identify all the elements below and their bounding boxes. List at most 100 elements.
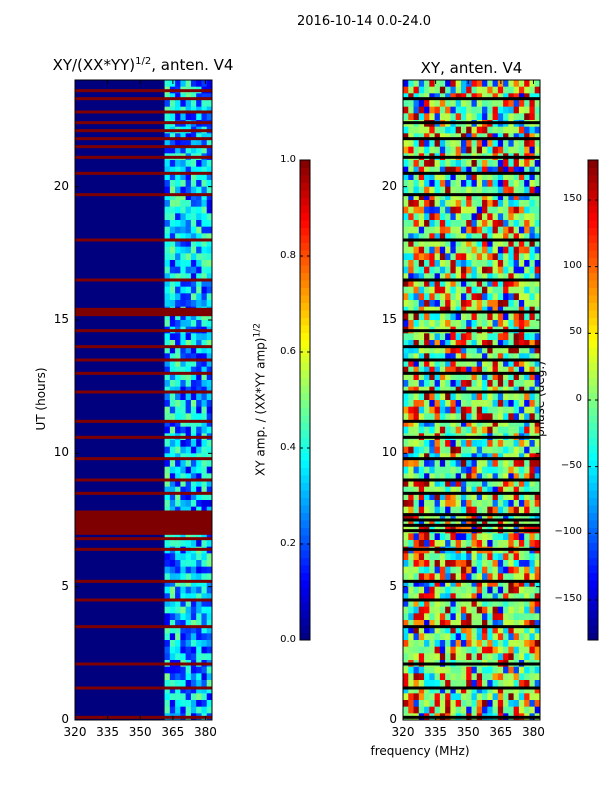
heatmap-cell xyxy=(534,173,541,181)
heatmap-cell xyxy=(482,540,488,547)
heatmap-cell xyxy=(190,100,197,107)
heatmap-cell xyxy=(190,220,197,227)
heatmap-cell xyxy=(450,626,456,634)
heatmap-cell xyxy=(185,533,192,541)
heatmap-cell xyxy=(466,700,472,707)
heatmap-cell xyxy=(434,573,441,581)
heatmap-cell xyxy=(445,686,451,694)
heatmap-cell xyxy=(445,186,451,194)
heatmap-cell xyxy=(169,693,176,701)
heatmap-cell xyxy=(503,306,509,314)
heatmap-cell xyxy=(424,386,430,394)
heatmap-cell xyxy=(529,100,536,107)
heatmap-cell xyxy=(482,86,488,94)
heatmap-cell xyxy=(418,266,425,274)
heatmap-cell xyxy=(513,380,520,387)
heatmap-cell xyxy=(503,420,509,427)
heatmap-cell xyxy=(408,173,414,181)
heatmap-cell xyxy=(487,446,493,454)
heatmap-cell xyxy=(418,166,425,174)
heatmap-cell xyxy=(439,473,446,481)
heatmap-cell xyxy=(169,173,176,181)
heatmap-cell xyxy=(471,246,478,254)
heatmap-cell xyxy=(455,380,462,387)
heatmap-cell xyxy=(418,413,425,421)
heatmap-cell xyxy=(206,260,213,267)
heatmap-cell xyxy=(471,140,478,147)
heatmap-cell xyxy=(487,420,493,427)
heatmap-cell xyxy=(460,226,467,234)
heatmap-cell xyxy=(169,93,176,101)
heatmap-cell xyxy=(497,193,504,201)
heatmap-cell xyxy=(466,286,472,294)
heatmap-cell xyxy=(455,100,462,107)
heatmap-cell xyxy=(529,506,536,514)
y-tick-label: 10 xyxy=(381,445,397,460)
heatmap-cell xyxy=(492,213,499,221)
heatmap-cell xyxy=(169,626,176,634)
heatmap-cell xyxy=(206,246,213,254)
heatmap-cell xyxy=(460,133,467,141)
heatmap-cell xyxy=(466,266,472,274)
heatmap-cell xyxy=(513,666,520,674)
heatmap-cell xyxy=(206,206,213,214)
heatmap-cell xyxy=(413,706,420,714)
heatmap-cell xyxy=(534,160,541,167)
heatmap-cell xyxy=(429,540,435,547)
heatmap-cell xyxy=(429,286,435,294)
heatmap-cell xyxy=(482,700,488,707)
heatmap-cell xyxy=(190,260,197,267)
heatmap-cell xyxy=(497,680,504,687)
heatmap-cell xyxy=(185,220,192,227)
heatmap-cell xyxy=(497,440,504,447)
heatmap-cell xyxy=(518,693,525,701)
heatmap-cell xyxy=(196,613,202,621)
colorbar-segment xyxy=(300,632,310,641)
flagged-row xyxy=(403,137,540,141)
heatmap-cell xyxy=(524,333,530,341)
heatmap-cell xyxy=(476,273,483,281)
flagged-row xyxy=(75,129,212,133)
heatmap-cell xyxy=(492,466,499,474)
heatmap-cell xyxy=(524,260,530,267)
heatmap-cell xyxy=(487,686,493,694)
heatmap-cell xyxy=(518,633,525,641)
heatmap-cell xyxy=(476,540,483,547)
heatmap-cell xyxy=(503,460,509,467)
heatmap-cell xyxy=(169,573,176,581)
heatmap-cell xyxy=(424,233,430,241)
heatmap-cell xyxy=(180,300,186,307)
heatmap-cell xyxy=(434,200,441,207)
heatmap-cell xyxy=(408,273,414,281)
heatmap-cell xyxy=(169,560,176,567)
heatmap-cell xyxy=(497,86,504,94)
heatmap-cell xyxy=(445,193,451,201)
heatmap-cell xyxy=(439,126,446,134)
heatmap-cell xyxy=(196,220,202,227)
heatmap-cell xyxy=(492,266,499,274)
heatmap-cell xyxy=(455,706,462,714)
heatmap-cell xyxy=(503,413,509,421)
heatmap-cell xyxy=(185,193,192,201)
heatmap-cell xyxy=(471,453,478,461)
heatmap-cell xyxy=(185,453,192,461)
heatmap-cell xyxy=(450,340,456,347)
heatmap-cell xyxy=(518,566,525,574)
flagged-row xyxy=(403,547,540,551)
heatmap-cell xyxy=(455,226,462,234)
heatmap-cell xyxy=(471,573,478,581)
heatmap-cell xyxy=(413,566,420,574)
heatmap-cell xyxy=(408,600,414,607)
heatmap-cell xyxy=(508,480,514,487)
heatmap-cell xyxy=(185,653,192,661)
heatmap-cell xyxy=(460,620,467,627)
heatmap-cell xyxy=(175,93,181,101)
heatmap-cell xyxy=(418,193,425,201)
heatmap-cell xyxy=(196,440,202,447)
heatmap-cell xyxy=(503,80,509,87)
heatmap-cell xyxy=(529,460,536,467)
heatmap-cell xyxy=(497,233,504,241)
heatmap-cell xyxy=(201,106,208,114)
colorbar-segment xyxy=(300,437,310,446)
heatmap-cell xyxy=(206,686,213,694)
